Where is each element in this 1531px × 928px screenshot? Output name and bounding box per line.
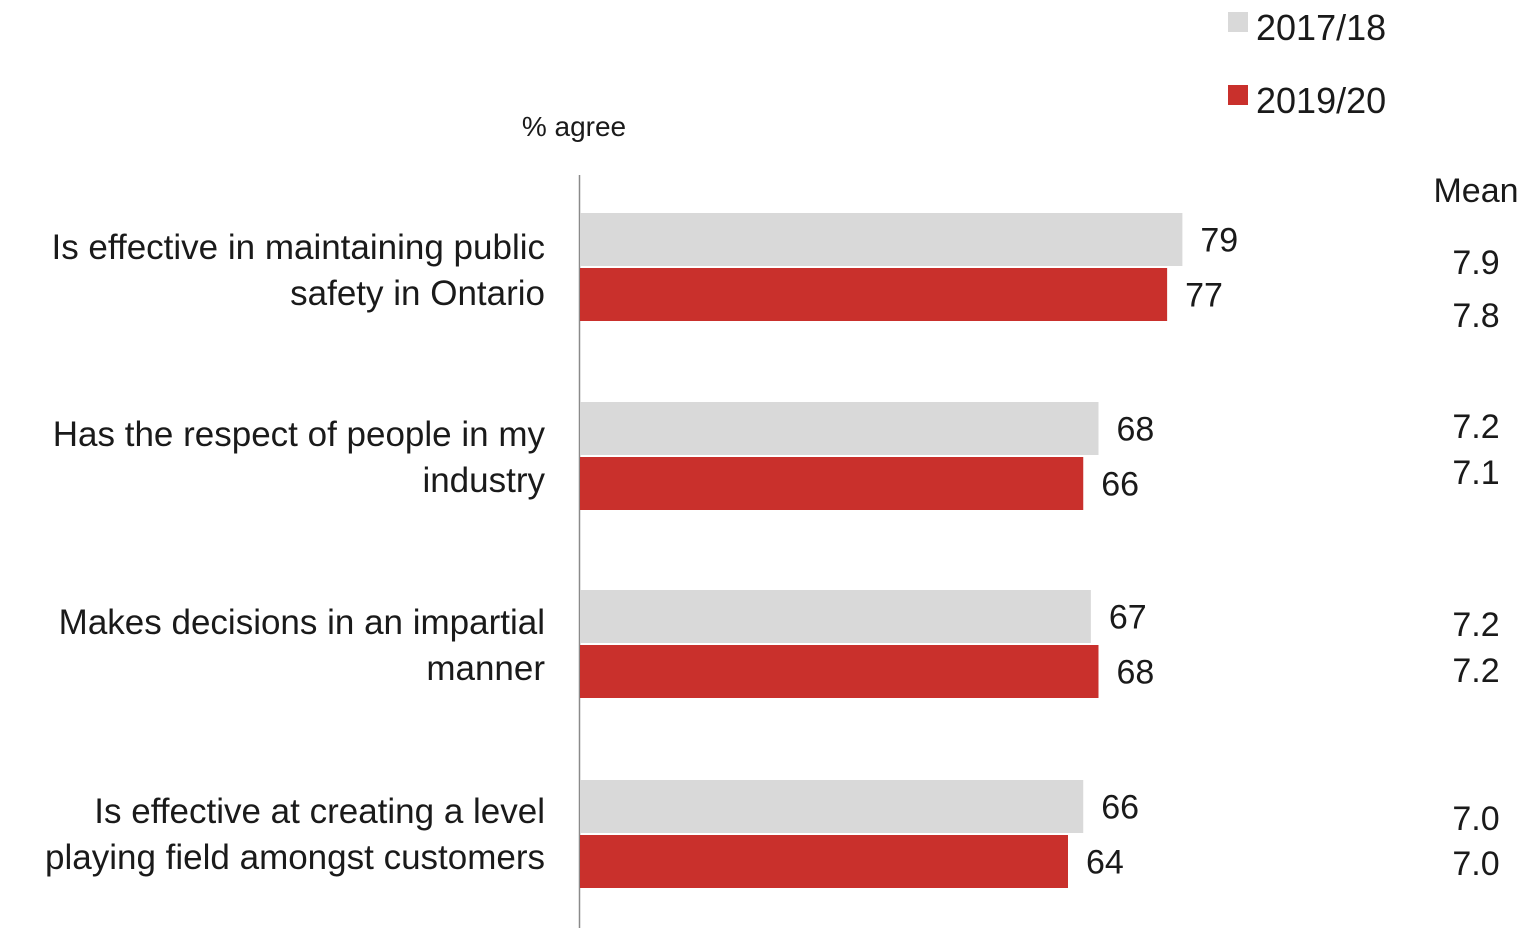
mean-value: 7.8	[1452, 297, 1499, 335]
axis-note: % agree	[522, 111, 626, 142]
labels-layer: Is effective in maintaining public safety…	[45, 222, 1500, 884]
mean-value: 7.0	[1452, 845, 1499, 883]
data-label: 68	[1117, 411, 1155, 449]
bar	[580, 645, 1099, 698]
data-label: 66	[1101, 789, 1139, 827]
data-label: 68	[1117, 654, 1155, 692]
bar	[580, 457, 1084, 510]
data-label: 77	[1185, 277, 1223, 315]
data-label: 64	[1086, 844, 1124, 882]
legend-swatch-2017-18	[1228, 12, 1248, 32]
mean-header: Mean	[1433, 172, 1518, 210]
bar	[580, 268, 1168, 321]
mean-value: 7.2	[1452, 652, 1499, 690]
mean-value: 7.1	[1452, 454, 1499, 492]
mean-value: 7.9	[1452, 244, 1499, 282]
bar	[580, 213, 1183, 266]
data-label: 67	[1109, 599, 1147, 637]
mean-value: 7.2	[1452, 408, 1499, 446]
mean-value: 7.2	[1452, 606, 1499, 644]
category-label: Makes decisions in an impartial manner	[59, 603, 546, 688]
legend-swatch-2019-20	[1228, 85, 1248, 105]
data-label: 66	[1101, 466, 1139, 504]
legend: 2017/18 2019/20	[1228, 7, 1386, 121]
legend-label-2017-18: 2017/18	[1256, 7, 1386, 48]
bars-layer	[580, 213, 1183, 888]
category-label: Is effective in maintaining public safety…	[51, 228, 545, 313]
mean-value: 7.0	[1452, 800, 1499, 838]
legend-label-2019-20: 2019/20	[1256, 80, 1386, 121]
bar	[580, 835, 1068, 888]
category-label: Is effective at creating a level playing …	[45, 792, 545, 877]
bar	[580, 402, 1099, 455]
bar	[580, 590, 1091, 643]
bar	[580, 780, 1084, 833]
category-label: Has the respect of people in my industry	[53, 415, 546, 500]
data-label: 79	[1200, 222, 1238, 260]
